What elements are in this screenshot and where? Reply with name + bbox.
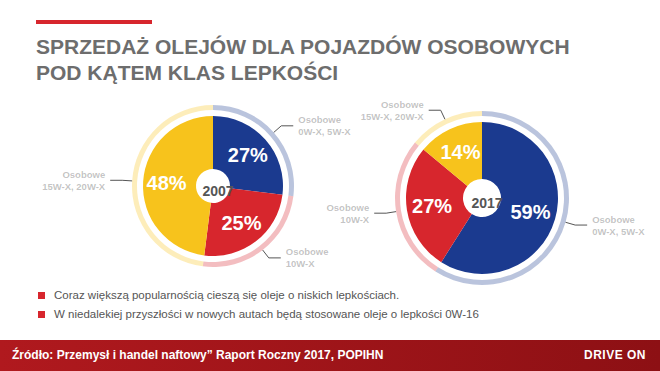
svg-text:2017: 2017 [471, 195, 502, 211]
html-text:W niedalekiej przyszłości w no: W niedalekiej przyszłości w nowych autac… [54, 308, 479, 320]
svg-text:10W-X: 10W-X [340, 214, 370, 225]
html-text:SPRZEDAŻ OLEJÓW DLA POJAZDÓW O: SPRZEDAŻ OLEJÓW DLA POJAZDÓW OSOBOWYCH P… [36, 35, 570, 84]
svg-text:25%: 25% [221, 212, 261, 234]
svg-text:Osobowe: Osobowe [592, 214, 635, 225]
html-text:Źródło: Przemysł i handel naft: Źródło: Przemysł i handel naftowy” Rapor… [12, 348, 384, 362]
svg-text:10W-X: 10W-X [286, 258, 316, 269]
svg-text:0W-X, 5W-X: 0W-X, 5W-X [298, 126, 351, 137]
svg-text:2007: 2007 [202, 183, 233, 199]
svg-text:Osobowe: Osobowe [381, 99, 424, 110]
svg-text:0W-X, 5W-X: 0W-X, 5W-X [592, 226, 645, 237]
svg-text:48%: 48% [147, 172, 187, 194]
svg-text:15W-X, 20W-X: 15W-X, 20W-X [42, 181, 106, 192]
svg-text:Osobowe: Osobowe [286, 246, 329, 257]
svg-text:15W-X, 20W-X: 15W-X, 20W-X [361, 111, 425, 122]
html-text:Coraz większą popularnością ci: Coraz większą popularnością cieszą się o… [54, 289, 400, 301]
svg-text:Osobowe: Osobowe [298, 114, 341, 125]
svg-text:Osobowe: Osobowe [326, 202, 369, 213]
svg-text:14%: 14% [440, 141, 480, 163]
svg-text:27%: 27% [228, 144, 268, 166]
svg-text:27%: 27% [412, 195, 452, 217]
svg-text:Osobowe: Osobowe [62, 169, 105, 180]
html-text:DRIVE ON: DRIVE ON [584, 348, 646, 362]
svg-text:59%: 59% [510, 201, 550, 223]
